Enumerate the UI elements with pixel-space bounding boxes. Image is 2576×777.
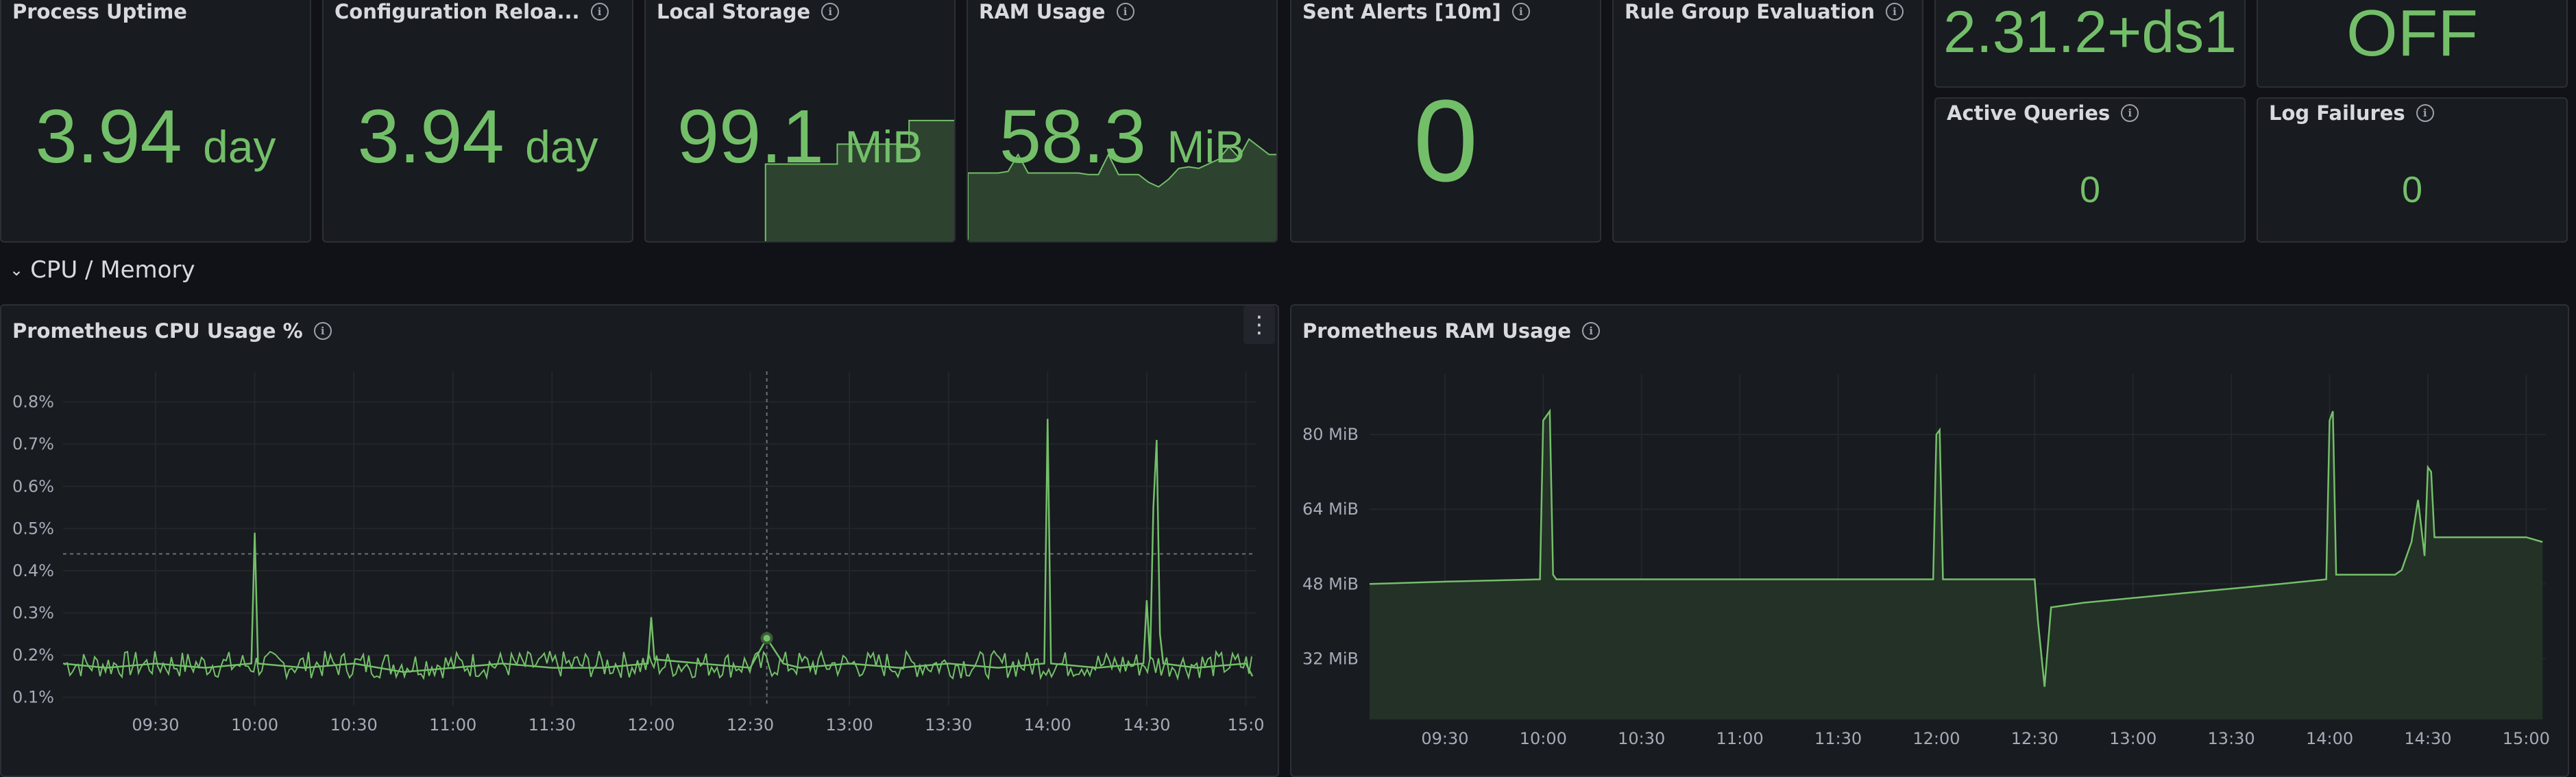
panel-title: Sent Alerts [10m] i bbox=[1302, 0, 1530, 23]
x-tick-label: 13:30 bbox=[2208, 729, 2255, 748]
stat-value: 0 bbox=[2079, 169, 2101, 210]
info-icon[interactable]: i bbox=[1582, 322, 1601, 340]
x-tick-label: 14:00 bbox=[1024, 715, 1071, 735]
stat-panel-process-uptime[interactable]: Process Uptime 3.94 day bbox=[0, 0, 311, 243]
x-tick-label: 12:30 bbox=[2011, 729, 2058, 748]
panel-title: Prometheus CPU Usage % i bbox=[12, 319, 332, 343]
x-tick-label: 11:00 bbox=[1716, 729, 1764, 748]
stat-panel-config-reload[interactable]: Configuration Reloa... i 3.94 day bbox=[322, 0, 633, 243]
stat-panel-local-storage[interactable]: Local Storage i 99.1 MiB bbox=[644, 0, 956, 243]
info-icon[interactable]: i bbox=[821, 3, 840, 21]
x-tick-label: 12:00 bbox=[1912, 729, 1960, 748]
panel-title: RAM Usage i bbox=[979, 0, 1134, 23]
y-tick-label: 80 MiB bbox=[1302, 425, 1359, 444]
chart-panel-ram[interactable]: Prometheus RAM Usage i 80 MiB 64 MiB 48 MiB… bbox=[1290, 304, 2569, 777]
info-icon[interactable]: i bbox=[1886, 3, 1904, 21]
stat-panel-version[interactable]: 2.31.2+ds1 bbox=[1934, 0, 2246, 88]
panel-title: Process Uptime bbox=[12, 0, 187, 23]
x-tick-label: 14:30 bbox=[2404, 729, 2451, 748]
x-tick-label: 11:30 bbox=[1814, 729, 1862, 748]
y-tick-label: 48 MiB bbox=[1302, 574, 1359, 593]
y-tick-label: 0.5% bbox=[12, 519, 54, 538]
x-tick-label: 09:30 bbox=[1421, 729, 1468, 748]
x-tick-label: 14:00 bbox=[2306, 729, 2353, 748]
stat-value: 2.31.2+ds1 bbox=[1943, 0, 2237, 65]
stat-panel-log-failures[interactable]: Log Failures i 0 bbox=[2257, 97, 2568, 243]
x-tick-label: 10:30 bbox=[330, 715, 378, 735]
panel-title: Prometheus RAM Usage i bbox=[1302, 319, 1601, 343]
hover-point bbox=[760, 632, 773, 645]
panel-title: Configuration Reloa... i bbox=[335, 0, 609, 23]
stat-panel-status[interactable]: OFF bbox=[2257, 0, 2568, 88]
info-icon[interactable]: i bbox=[1511, 3, 1530, 21]
stat-panel-sent-alerts[interactable]: Sent Alerts [10m] i 0 bbox=[1290, 0, 1601, 243]
section-title: CPU / Memory bbox=[30, 256, 195, 284]
stat-panel-rule-group-evaluation[interactable]: Rule Group Evaluation i bbox=[1612, 0, 1923, 243]
x-tick-label: 13:30 bbox=[925, 715, 972, 735]
cpu-chart[interactable]: 0.8% 0.7% 0.6% 0.5% 0.4% 0.3% 0.2% 0.1% 09:30 10:… bbox=[1, 306, 1279, 777]
series-noise bbox=[64, 650, 1252, 681]
row-header-cpu-memory[interactable]: ⌄ CPU / Memory bbox=[10, 256, 195, 284]
x-tick-label: 15:0 bbox=[1228, 715, 1265, 735]
stat-value: OFF bbox=[2346, 0, 2478, 70]
x-tick-label: 11:30 bbox=[528, 715, 576, 735]
chevron-down-icon: ⌄ bbox=[10, 260, 24, 280]
chart-panel-cpu[interactable]: Prometheus CPU Usage % i ⋮ 0.8% 0.7% 0.6% 0.… bbox=[0, 304, 1279, 777]
stat-value: 3.94 day bbox=[357, 95, 598, 179]
panel-title: Rule Group Evaluation i bbox=[1625, 0, 1904, 23]
info-icon[interactable]: i bbox=[590, 3, 609, 21]
x-tick-label: 12:30 bbox=[727, 715, 774, 735]
x-tick-label: 10:00 bbox=[231, 715, 278, 735]
y-tick-label: 0.3% bbox=[12, 604, 54, 623]
x-tick-label: 11:00 bbox=[429, 715, 476, 735]
stat-value: 58.3 MiB bbox=[999, 95, 1246, 179]
y-tick-label: 0.7% bbox=[12, 434, 54, 454]
stat-panel-active-queries[interactable]: Active Queries i 0 bbox=[1934, 97, 2246, 243]
info-icon[interactable]: i bbox=[313, 322, 332, 340]
x-tick-label: 13:00 bbox=[2109, 729, 2156, 748]
y-tick-label: 0.6% bbox=[12, 477, 54, 496]
y-tick-label: 32 MiB bbox=[1302, 649, 1359, 668]
x-tick-label: 10:00 bbox=[1520, 729, 1567, 748]
info-icon[interactable]: i bbox=[1116, 3, 1134, 21]
panel-menu-icon[interactable]: ⋮ bbox=[1243, 306, 1275, 344]
panel-title: Active Queries i bbox=[1947, 101, 2139, 125]
stat-value: 99.1 MiB bbox=[677, 95, 923, 179]
stat-value: 0 bbox=[2401, 169, 2423, 210]
y-tick-label: 0.8% bbox=[12, 393, 54, 412]
ram-chart[interactable]: 80 MiB 64 MiB 48 MiB 32 MiB 09:30 10:00 10:30 1… bbox=[1291, 306, 2569, 777]
stat-value: 0 bbox=[1413, 76, 1479, 206]
y-tick-label: 64 MiB bbox=[1302, 500, 1359, 519]
x-tick-label: 09:30 bbox=[132, 715, 179, 735]
x-tick-label: 14:30 bbox=[1123, 715, 1170, 735]
panel-title: Log Failures i bbox=[2269, 101, 2434, 125]
x-tick-label: 15:00 bbox=[2503, 729, 2550, 748]
x-tick-label: 10:30 bbox=[1618, 729, 1665, 748]
x-tick-label: 12:00 bbox=[627, 715, 675, 735]
stat-panel-ram-usage[interactable]: RAM Usage i 58.3 MiB bbox=[967, 0, 1278, 243]
y-tick-label: 0.4% bbox=[12, 561, 54, 580]
panel-title: Local Storage i bbox=[657, 0, 840, 23]
series-area bbox=[1370, 411, 2543, 719]
y-tick-label: 0.1% bbox=[12, 688, 54, 707]
info-icon[interactable]: i bbox=[2416, 104, 2434, 122]
y-tick-label: 0.2% bbox=[12, 645, 54, 665]
series-line bbox=[62, 419, 1254, 677]
series-line bbox=[1369, 408, 2543, 687]
x-tick-label: 13:00 bbox=[826, 715, 873, 735]
info-icon[interactable]: i bbox=[2121, 104, 2139, 122]
ram-usage-sparkline bbox=[968, 138, 1276, 241]
stat-value: 3.94 day bbox=[35, 95, 276, 179]
local-storage-sparkline bbox=[764, 119, 954, 241]
